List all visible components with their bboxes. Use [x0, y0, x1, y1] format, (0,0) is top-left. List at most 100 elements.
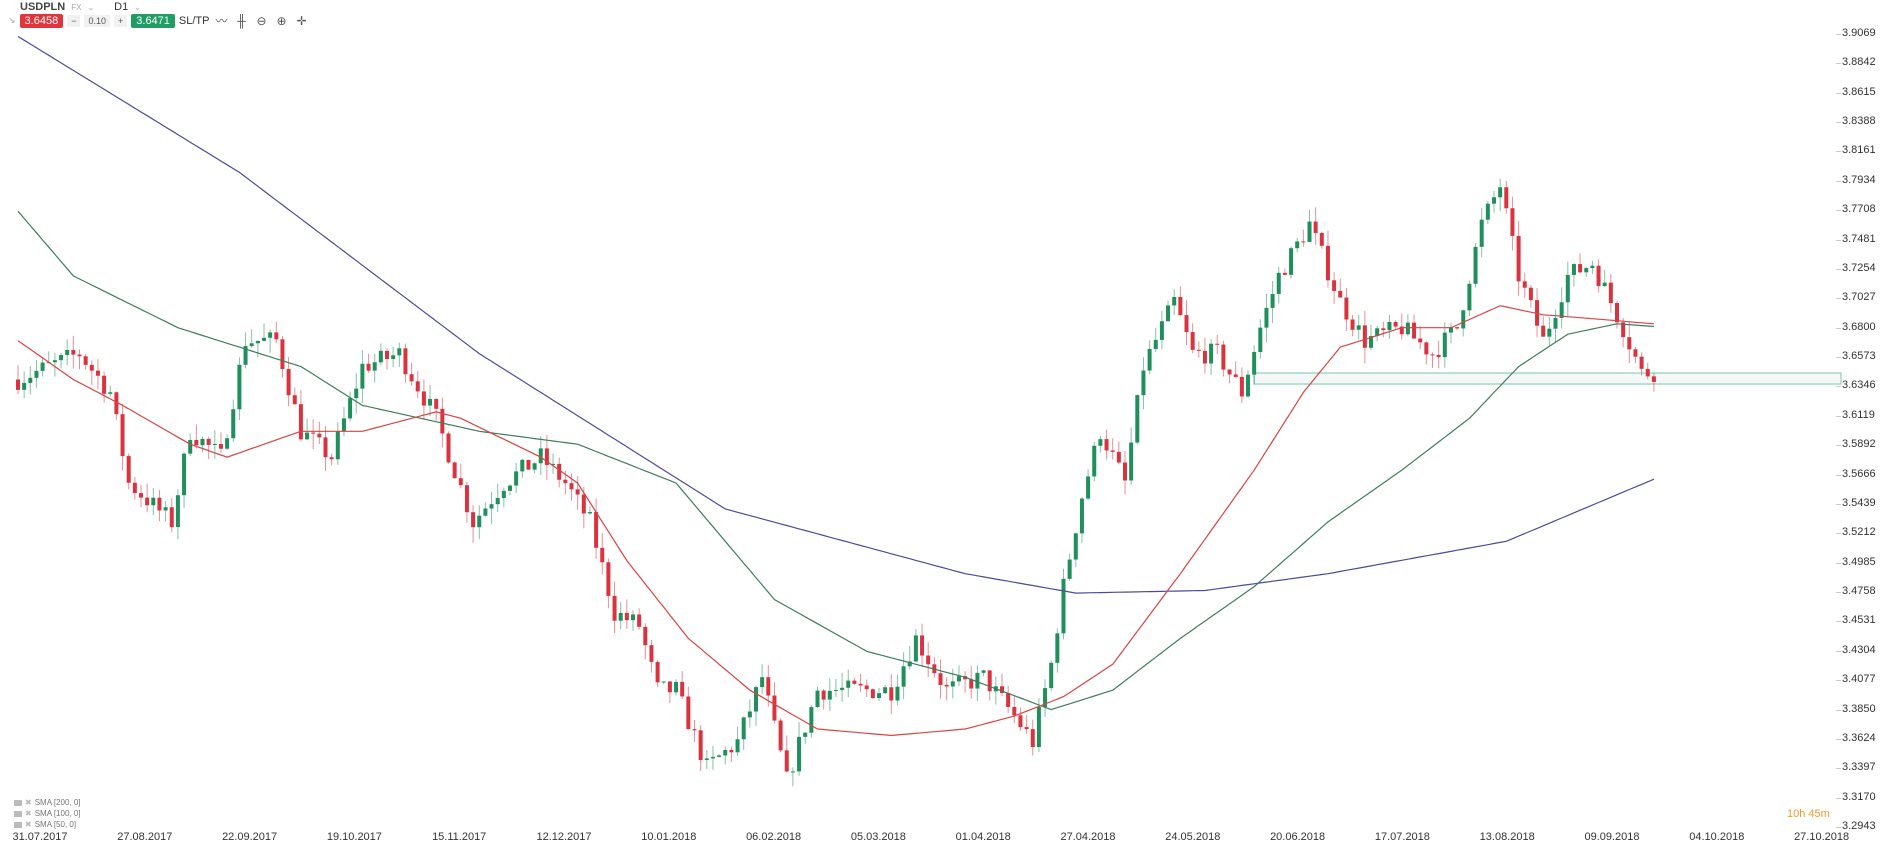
candle-body	[532, 463, 537, 470]
candle-body	[1227, 369, 1232, 375]
x-tick-label: 01.04.2018	[955, 831, 1011, 843]
chevron-down-icon[interactable]: ⌄	[87, 2, 95, 12]
y-tick-label: 3.4758	[1842, 585, 1876, 598]
zoom-out-icon[interactable]: ⊖	[256, 13, 267, 28]
candle-body	[1264, 307, 1269, 328]
candle-body	[581, 494, 586, 514]
candle-body	[1461, 310, 1466, 329]
x-tick-label: 19.10.2017	[326, 831, 382, 843]
y-tick-label: 3.8615	[1842, 85, 1876, 98]
candle-body	[1430, 354, 1435, 356]
symbol-name[interactable]: USDPLN	[20, 1, 66, 13]
spread-value: 0.10	[84, 14, 110, 27]
spread-minus[interactable]: −	[67, 14, 81, 27]
candle-body	[1510, 208, 1515, 236]
candle-body	[1276, 272, 1281, 294]
candle-body	[594, 512, 599, 548]
candle-body	[1319, 232, 1324, 246]
candle-body	[391, 355, 396, 360]
candle-body	[864, 685, 869, 690]
candle-body	[1153, 339, 1158, 349]
x-tick-label: 10.01.2018	[641, 831, 697, 843]
y-tick	[1836, 621, 1841, 623]
y-tick	[1836, 415, 1841, 417]
y-tick	[1836, 34, 1841, 35]
sell-button[interactable]: 3.6458	[19, 13, 64, 28]
candle-body	[108, 392, 113, 394]
legend-sma200[interactable]: ✖ SMA [200, 0]	[14, 798, 81, 807]
candle-body	[1424, 342, 1429, 355]
candle-body	[126, 456, 131, 483]
candle-body	[175, 495, 180, 528]
close-icon[interactable]: ✖	[25, 820, 32, 829]
toggle-icon[interactable]	[14, 799, 22, 806]
line-chart-icon[interactable]: 〰	[215, 13, 228, 28]
candle-body	[341, 418, 346, 432]
candle-body	[1332, 280, 1337, 291]
zoom-in-icon[interactable]: ⊕	[276, 13, 287, 28]
instrument-header: USDPLN FX ⌄ D1 ⌄	[20, 0, 141, 14]
y-tick-label: 3.6119	[1842, 408, 1875, 421]
candle-body	[71, 350, 76, 355]
candle-body	[249, 343, 254, 347]
candle-body	[354, 388, 359, 399]
y-tick	[1836, 151, 1841, 153]
candle-body	[397, 348, 402, 356]
buy-button[interactable]: 3.6471	[131, 13, 175, 28]
crosshair-icon[interactable]: ✛	[296, 13, 307, 28]
candle-body	[40, 362, 45, 371]
candle-body	[544, 448, 549, 465]
y-tick	[1836, 268, 1841, 270]
chevron-down-icon[interactable]: ⌄	[134, 2, 141, 12]
y-tick-label: 3.4304	[1842, 643, 1876, 656]
legend-sma100[interactable]: ✖ SMA [100, 0]	[14, 809, 81, 818]
close-icon[interactable]: ✖	[25, 798, 32, 807]
candle-body	[483, 508, 488, 516]
timeframe-selector[interactable]: D1	[114, 1, 129, 13]
legend-sma50[interactable]: ✖ SMA [50, 0]	[14, 820, 76, 829]
x-tick-label: 04.10.2018	[1689, 831, 1745, 843]
y-tick-label: 3.5212	[1842, 526, 1876, 539]
candle-body	[77, 354, 82, 357]
x-tick-label: 09.09.2018	[1584, 831, 1640, 843]
candle-body	[286, 369, 291, 396]
candle-body	[1202, 350, 1207, 364]
sltp-button[interactable]: SL/TP	[178, 14, 210, 27]
x-tick-label: 06.02.2018	[746, 831, 802, 843]
candle-body	[1159, 321, 1164, 340]
candle-body	[1172, 296, 1177, 306]
y-tick-label: 3.7027	[1842, 291, 1876, 304]
candle-body	[237, 364, 242, 410]
candle-body	[1061, 578, 1066, 634]
toggle-icon[interactable]	[14, 810, 22, 817]
candle-body	[784, 750, 789, 772]
spread-plus[interactable]: +	[114, 14, 128, 27]
y-tick-label: 3.8842	[1842, 56, 1876, 69]
candle-body	[920, 635, 925, 656]
candle-body	[434, 398, 439, 409]
trade-toolbar: ↘ 3.6458 − 0.10 + 3.6471 SL/TP 〰 ╫ ⊖ ⊕ ✛	[8, 12, 310, 29]
candle-body	[1608, 282, 1613, 304]
candle-body	[877, 693, 881, 699]
candle-body	[631, 614, 635, 621]
close-icon[interactable]: ✖	[25, 809, 32, 818]
toggle-icon[interactable]	[14, 821, 22, 828]
candle-body	[1442, 332, 1447, 358]
y-tick	[1836, 239, 1841, 241]
y-tick-label: 3.7254	[1842, 261, 1876, 274]
candle-body	[1129, 442, 1134, 481]
candle-body	[1098, 439, 1103, 446]
collapse-icon[interactable]: ↘	[8, 15, 16, 25]
candle-body	[1547, 328, 1552, 337]
candle-body	[883, 687, 888, 694]
candle-body	[1184, 315, 1189, 333]
candle-body	[1123, 462, 1127, 481]
candle-body	[22, 382, 27, 390]
candle-body	[212, 444, 217, 446]
candle-body	[637, 614, 642, 627]
candles-icon[interactable]: ╫	[237, 13, 246, 28]
candle-body	[520, 459, 525, 472]
candle-body	[1369, 336, 1373, 348]
candle-body	[366, 363, 371, 371]
